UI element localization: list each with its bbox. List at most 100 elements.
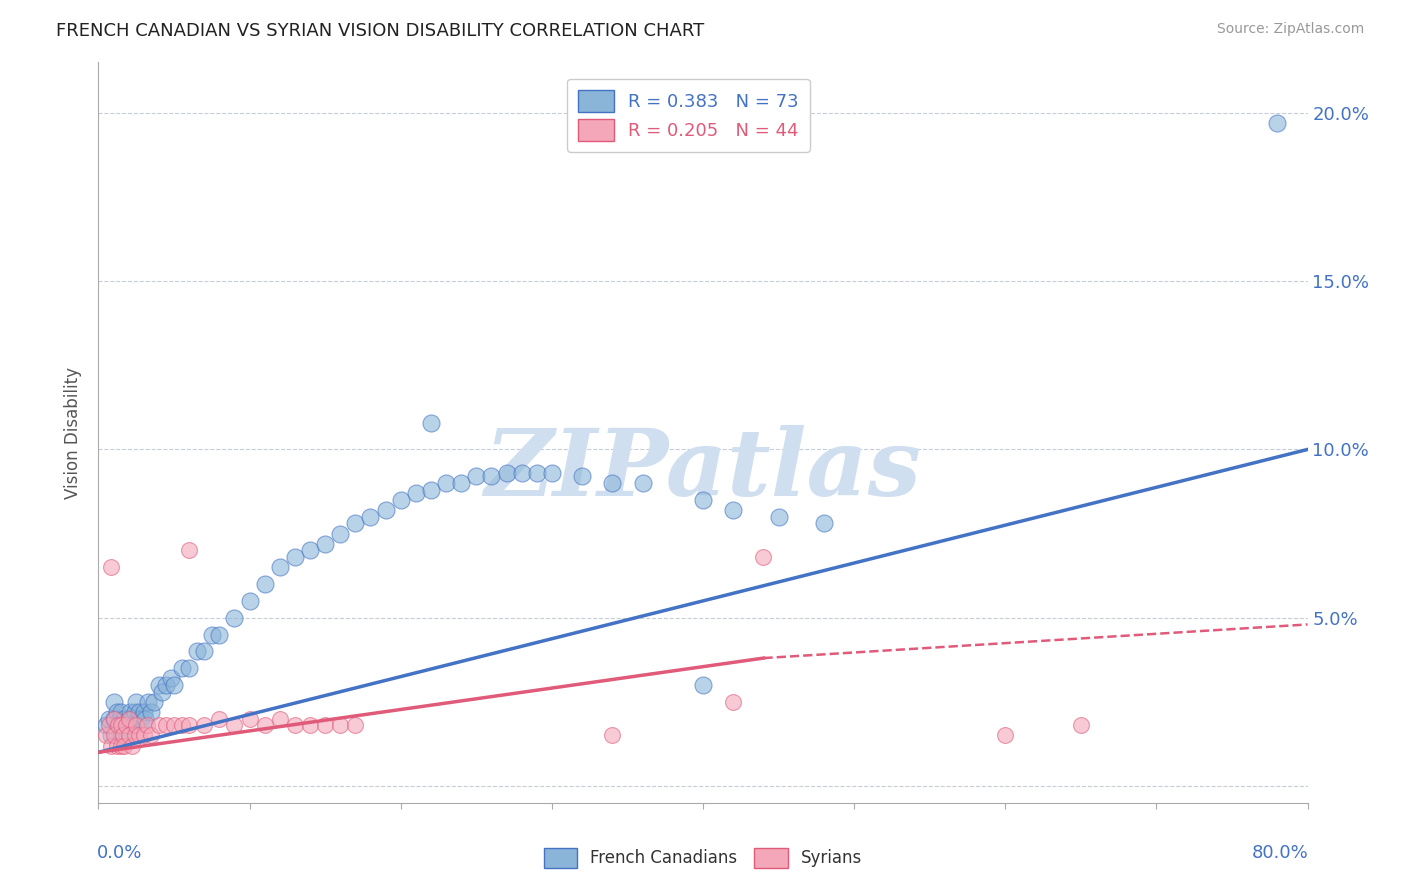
Point: [111, 718, 134, 732]
Point: [284, 718, 307, 732]
Point: [631, 476, 654, 491]
Point: [148, 718, 170, 732]
Point: [465, 469, 488, 483]
Point: [155, 718, 177, 732]
Point: [155, 678, 177, 692]
Point: [128, 729, 150, 743]
Point: [141, 705, 163, 719]
Point: [148, 678, 170, 692]
Point: [179, 543, 201, 558]
Point: [239, 594, 262, 608]
Text: 0.0%: 0.0%: [97, 844, 142, 862]
Point: [163, 678, 186, 692]
Point: [118, 712, 141, 726]
Point: [132, 705, 155, 719]
Point: [193, 644, 215, 658]
Point: [602, 729, 624, 743]
Point: [129, 712, 152, 726]
Point: [114, 718, 136, 732]
Point: [132, 729, 155, 743]
Point: [120, 705, 142, 719]
Point: [299, 543, 322, 558]
Point: [239, 712, 262, 726]
Point: [150, 685, 173, 699]
Point: [118, 729, 141, 743]
Point: [299, 718, 322, 732]
Point: [360, 509, 382, 524]
Point: [193, 718, 215, 732]
Point: [374, 503, 396, 517]
Point: [692, 492, 714, 507]
Point: [329, 718, 352, 732]
Point: [329, 526, 352, 541]
Point: [135, 718, 157, 732]
Point: [269, 560, 291, 574]
Point: [813, 516, 835, 531]
Point: [94, 718, 117, 732]
Point: [495, 466, 517, 480]
Point: [186, 644, 208, 658]
Point: [481, 469, 503, 483]
Point: [208, 712, 231, 726]
Point: [450, 476, 472, 491]
Point: [179, 661, 201, 675]
Point: [105, 729, 128, 743]
Point: [1070, 718, 1092, 732]
Point: [752, 550, 775, 565]
Point: [100, 739, 122, 753]
Point: [994, 729, 1017, 743]
Point: [125, 718, 148, 732]
Point: [723, 695, 745, 709]
Point: [163, 718, 186, 732]
Point: [602, 476, 624, 491]
Point: [692, 678, 714, 692]
Point: [134, 712, 156, 726]
Point: [100, 729, 122, 743]
Point: [253, 718, 276, 732]
Point: [284, 550, 307, 565]
Point: [110, 729, 132, 743]
Point: [108, 712, 131, 726]
Point: [105, 705, 128, 719]
Point: [179, 718, 201, 732]
Point: [124, 729, 146, 743]
Point: [107, 718, 129, 732]
Text: 80.0%: 80.0%: [1251, 844, 1309, 862]
Point: [103, 729, 125, 743]
Point: [434, 476, 457, 491]
Point: [170, 661, 193, 675]
Point: [127, 712, 149, 726]
Point: [110, 718, 132, 732]
Point: [253, 577, 276, 591]
Point: [121, 712, 143, 726]
Text: Source: ZipAtlas.com: Source: ZipAtlas.com: [1216, 22, 1364, 37]
Point: [103, 712, 125, 726]
Point: [160, 671, 183, 685]
Point: [540, 466, 562, 480]
Point: [105, 739, 128, 753]
Point: [100, 560, 122, 574]
Point: [344, 516, 367, 531]
Point: [526, 466, 548, 480]
Point: [118, 712, 141, 726]
Point: [103, 695, 125, 709]
Point: [224, 718, 246, 732]
Point: [114, 718, 136, 732]
Point: [121, 739, 143, 753]
Point: [103, 712, 125, 726]
Point: [115, 729, 138, 743]
Point: [510, 466, 533, 480]
Point: [314, 536, 336, 550]
Point: [170, 718, 193, 732]
Point: [110, 705, 132, 719]
Point: [768, 509, 790, 524]
Point: [125, 695, 148, 709]
Point: [420, 416, 443, 430]
Point: [143, 695, 166, 709]
Point: [112, 739, 135, 753]
Point: [405, 486, 427, 500]
Point: [98, 718, 121, 732]
Point: [571, 469, 593, 483]
Point: [141, 729, 163, 743]
Point: [269, 712, 291, 726]
